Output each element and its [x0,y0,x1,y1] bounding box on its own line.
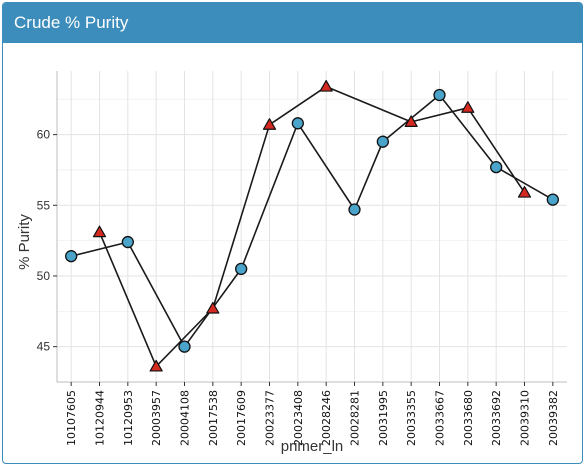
series-line-triangle [98,85,526,368]
x-tick-label: 20023377 [264,390,277,446]
x-tick-label: 20039310 [519,390,532,446]
y-axis-title: % Purity [16,214,33,270]
x-tick-label: 20031995 [377,390,390,446]
tick-labels: 45 50 55 60 10107605 10120944 10120953 20003957… [37,128,560,446]
y-tick-label: 45 [37,340,51,354]
x-tick-label: 20028281 [349,390,362,446]
x-tick-label: 20039382 [547,390,560,446]
data-point-triangle [149,359,163,372]
plot-background [57,71,567,382]
panel-title: Crude % Purity [3,3,582,43]
data-point-circle [490,160,503,174]
y-tick-label: 50 [37,269,51,283]
x-tick-label: 20023408 [292,390,305,446]
data-point-circle [376,135,389,148]
axes [53,71,567,386]
data-point-circle [65,250,78,263]
data-point-triangle [461,101,475,113]
data-point-triangle [206,301,220,314]
data-point-triangle [517,185,532,198]
data-point-triangle [319,79,333,92]
x-tick-label: 10107605 [65,390,78,446]
x-tick-label: 20017609 [235,390,248,446]
data-point-circle [178,340,191,353]
x-tick-label: 10120944 [94,390,107,446]
data-point-circle [348,203,361,216]
x-tick-label: 20028246 [320,390,333,446]
y-tick-label: 55 [37,198,51,212]
series-lines [71,85,554,368]
markers [65,79,559,372]
data-point-triangle [92,225,107,238]
x-axis-title: primer_ln [281,438,344,455]
x-tick-label: 20033667 [434,390,447,446]
data-point-circle [433,88,446,102]
data-point-circle [235,262,248,276]
x-tick-label: 20033692 [490,390,503,446]
data-point-circle [291,117,304,130]
x-tick-label: 20033355 [405,390,418,446]
grid-major [57,71,567,382]
grid-minor [57,98,567,312]
data-point-triangle [262,118,277,130]
x-tick-label: 20017538 [207,390,220,446]
x-tick-label: 20003957 [150,390,163,446]
x-tick-label: 20033680 [462,390,475,446]
x-tick-label: 20004108 [179,390,192,446]
x-tick-label: 10120953 [122,390,135,446]
data-point-triangle [404,115,418,127]
series-line-circle [71,94,554,348]
data-point-circle [546,193,559,206]
data-point-circle [121,235,134,249]
y-tick-label: 60 [37,128,51,142]
